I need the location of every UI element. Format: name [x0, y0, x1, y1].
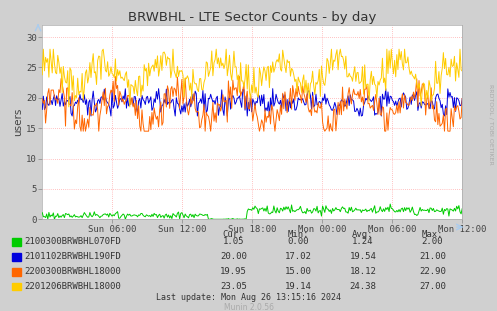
Text: 19.54: 19.54	[349, 252, 376, 261]
Y-axis label: users: users	[13, 108, 23, 136]
Text: 0.00: 0.00	[287, 237, 309, 246]
Text: Avg:: Avg:	[352, 230, 374, 239]
Text: RRDTOOL / TOBI OETIKER: RRDTOOL / TOBI OETIKER	[488, 84, 493, 165]
Text: Cur:: Cur:	[223, 230, 245, 239]
Text: 17.02: 17.02	[285, 252, 312, 261]
Text: 22.90: 22.90	[419, 267, 446, 276]
Text: 2100300BRWBHL070FD: 2100300BRWBHL070FD	[24, 237, 121, 246]
Text: Max:: Max:	[421, 230, 443, 239]
Text: 1.24: 1.24	[352, 237, 374, 246]
Text: 21.00: 21.00	[419, 252, 446, 261]
Text: 19.14: 19.14	[285, 282, 312, 291]
Text: 27.00: 27.00	[419, 282, 446, 291]
Text: 1.05: 1.05	[223, 237, 245, 246]
Text: 2201206BRWBHL18000: 2201206BRWBHL18000	[24, 282, 121, 291]
Text: 19.95: 19.95	[220, 267, 247, 276]
Text: 2.00: 2.00	[421, 237, 443, 246]
Text: 2200300BRWBHL18000: 2200300BRWBHL18000	[24, 267, 121, 276]
Text: 23.05: 23.05	[220, 282, 247, 291]
Text: 20.00: 20.00	[220, 252, 247, 261]
Title: BRWBHL - LTE Sector Counts - by day: BRWBHL - LTE Sector Counts - by day	[128, 11, 376, 24]
Text: Munin 2.0.56: Munin 2.0.56	[224, 303, 273, 311]
Text: 18.12: 18.12	[349, 267, 376, 276]
Text: Min:: Min:	[287, 230, 309, 239]
Text: 2101102BRWBHL190FD: 2101102BRWBHL190FD	[24, 252, 121, 261]
Text: 24.38: 24.38	[349, 282, 376, 291]
Text: 15.00: 15.00	[285, 267, 312, 276]
Text: Last update: Mon Aug 26 13:15:16 2024: Last update: Mon Aug 26 13:15:16 2024	[156, 293, 341, 301]
